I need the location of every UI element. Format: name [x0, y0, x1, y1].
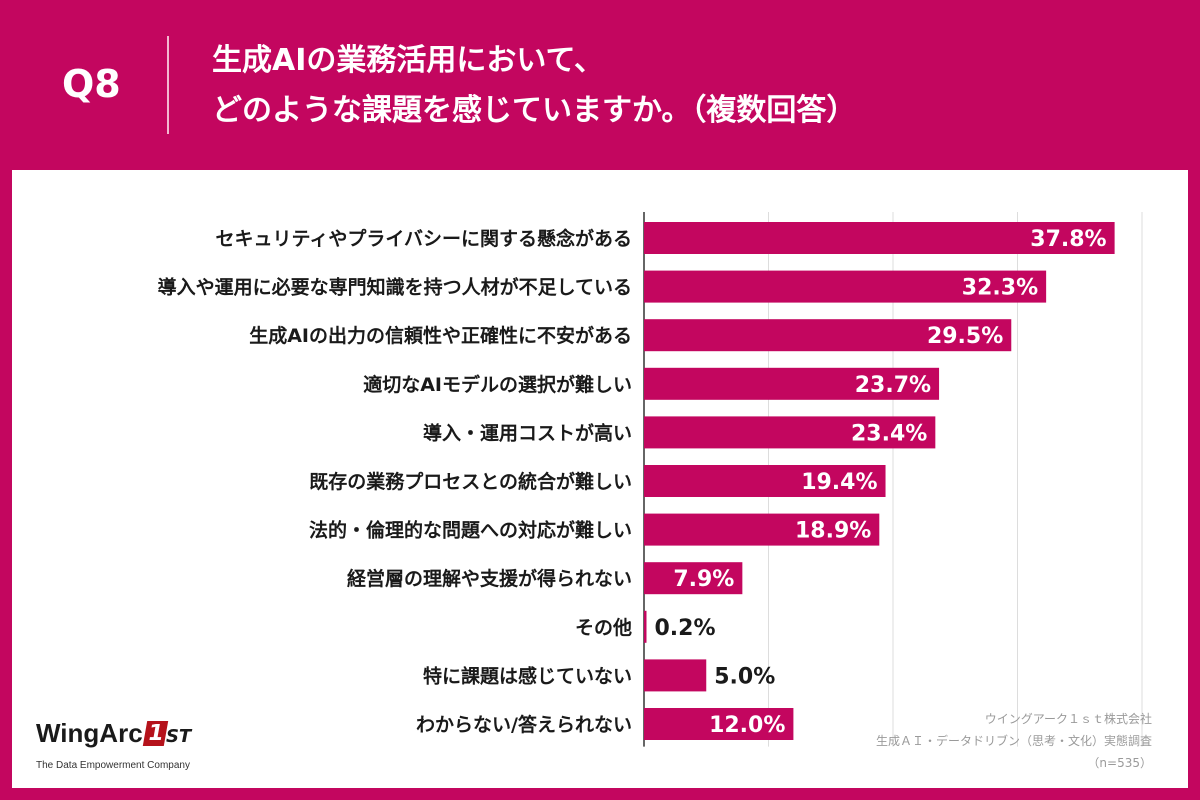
- value-label: 5.0%: [714, 664, 775, 689]
- question-title: 生成AIの業務活用において、 どのような課題を感じていますか。（複数回答）: [212, 36, 1172, 136]
- value-label: 18.9%: [795, 519, 871, 544]
- question-title-line2: どのような課題を感じていますか。（複数回答）: [212, 93, 857, 128]
- value-label: 19.4%: [801, 470, 877, 495]
- value-label: 32.3%: [962, 276, 1038, 301]
- category-label: 生成AIの出力の信頼性や正確性に不安がある: [249, 324, 632, 347]
- value-label: 23.4%: [851, 421, 927, 446]
- value-label: 0.2%: [654, 616, 715, 641]
- question-title-line1: 生成AIの業務活用において、: [212, 43, 604, 78]
- category-label: 適切なAIモデルの選択が難しい: [363, 373, 632, 396]
- company-logo: WingArc 1ST: [36, 718, 191, 749]
- bar: [644, 416, 936, 449]
- logo-badge: 1: [142, 721, 169, 746]
- header-divider: [167, 36, 169, 134]
- bar: [644, 659, 707, 692]
- value-label: 29.5%: [927, 324, 1003, 349]
- logo-tagline: The Data Empowerment Company: [36, 760, 190, 771]
- question-number: Q8: [62, 62, 121, 106]
- value-label: 7.9%: [673, 567, 734, 592]
- bar-chart: セキュリティやプライバシーに関する懸念がある 37.8% 導入や運用に必要な専門知識…: [158, 212, 1143, 747]
- category-label: 導入・運用コストが高い: [423, 421, 632, 444]
- bar: [644, 222, 1115, 254]
- value-label: 37.8%: [1030, 227, 1106, 252]
- category-label: その他: [575, 616, 632, 639]
- bar: [644, 562, 743, 595]
- source-company: ウイングアーク１ｓｔ株式会社: [984, 712, 1152, 726]
- value-label: 23.7%: [855, 373, 931, 398]
- source-survey: 生成ＡＩ・データドリブン（思考・文化）実態調査: [875, 734, 1152, 748]
- bar: [644, 367, 940, 400]
- category-label: セキュリティやプライバシーに関する懸念がある: [216, 227, 632, 250]
- bar: [644, 708, 794, 740]
- category-label: 経営層の理解や支援が得られない: [347, 567, 632, 590]
- source-sample-size: （n=535）: [1087, 756, 1152, 770]
- bar: [644, 270, 1047, 303]
- chart-panel: セキュリティやプライバシーに関する懸念がある 37.8% 導入や運用に必要な専門知識…: [12, 170, 1188, 788]
- category-label: 既存の業務プロセスとの統合が難しい: [309, 470, 632, 493]
- question-header: Q8 生成AIの業務活用において、 どのような課題を感じていますか。（複数回答）: [0, 0, 1200, 170]
- bar: [644, 610, 647, 643]
- bar: [644, 513, 880, 546]
- category-label: 特に課題は感じていない: [423, 664, 632, 687]
- source-note: ウイングアーク１ｓｔ株式会社 生成ＡＩ・データドリブン（思考・文化）実態調査 （…: [876, 708, 1152, 774]
- value-label: 12.0%: [709, 713, 785, 738]
- logo-suffix: ST: [165, 726, 192, 747]
- category-label: わからない/答えられない: [416, 713, 632, 736]
- logo-name: WingArc: [36, 718, 143, 748]
- bar: [644, 465, 886, 497]
- category-label: 法的・倫理的な問題への対応が難しい: [309, 519, 632, 542]
- bar: [644, 319, 1012, 352]
- category-label: 導入や運用に必要な専門知識を持つ人材が不足している: [158, 276, 632, 299]
